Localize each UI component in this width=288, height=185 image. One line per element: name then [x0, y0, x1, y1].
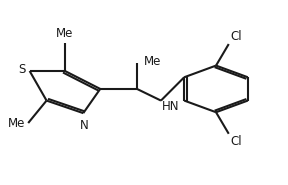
Text: N: N: [80, 119, 89, 132]
Text: Me: Me: [8, 117, 25, 130]
Text: Cl: Cl: [230, 30, 242, 43]
Text: Me: Me: [144, 55, 161, 68]
Text: HN: HN: [162, 100, 180, 113]
Text: S: S: [18, 63, 25, 76]
Text: Cl: Cl: [230, 135, 242, 148]
Text: Me: Me: [56, 27, 74, 40]
